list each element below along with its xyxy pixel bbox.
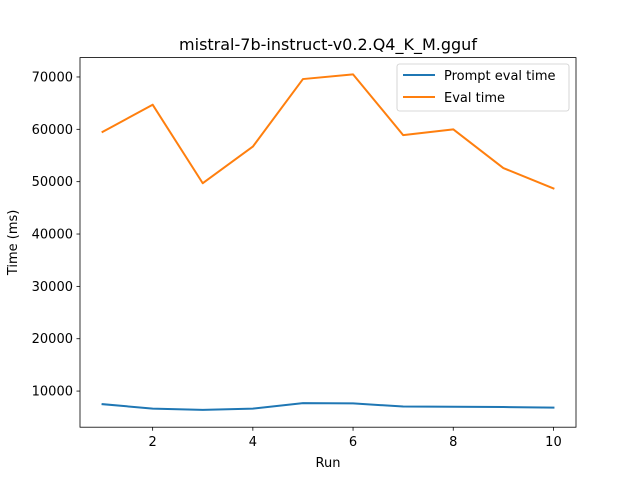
data-point-eval-time-2 [151,103,155,107]
data-point-prompt-eval-time-5 [301,401,305,405]
y-axis-label: Time (ms) [6,210,21,277]
y-axis: 10000 20000 30000 40000 50000 60000 70000 [32,70,80,400]
data-point-prompt-eval-time-1 [101,402,105,406]
data-point-eval-time-8 [451,127,455,131]
data-point-eval-time-7 [401,133,405,137]
y-tick-label: 40000 [32,228,73,243]
y-tick-label: 30000 [32,280,73,295]
series-line-prompt-eval-time [101,402,555,411]
data-point-prompt-eval-time-8 [451,405,455,409]
legend-label-prompt-eval-time: Prompt eval time [444,69,556,84]
data-point-prompt-eval-time-3 [201,408,205,412]
legend-box [396,63,570,112]
x-tick-label: 4 [249,435,257,450]
series-line-eval-time [101,73,555,190]
data-point-prompt-eval-time-2 [151,407,155,411]
data-point-prompt-eval-time-6 [351,401,355,405]
legend: Prompt eval time Eval time [396,63,570,112]
data-point-eval-time-4 [251,145,255,149]
data-point-eval-time-1 [101,130,105,134]
y-tick-label: 50000 [32,175,73,190]
series-layer [101,72,555,412]
data-point-prompt-eval-time-7 [401,405,405,409]
data-point-eval-time-3 [201,181,205,185]
data-point-prompt-eval-time-9 [501,405,505,409]
plot-frame [79,57,577,428]
x-tick-label: 8 [449,435,457,450]
data-point-prompt-eval-time-4 [251,407,255,411]
x-tick-label: 2 [149,435,157,450]
y-tick-label: 20000 [32,332,73,347]
x-tick-label: 10 [545,435,562,450]
data-point-eval-time-6 [351,72,355,76]
x-tick-label: 6 [349,435,357,450]
data-point-eval-time-5 [301,77,305,81]
y-tick-label: 60000 [32,123,73,138]
y-tick-label: 70000 [32,70,73,85]
legend-label-eval-time: Eval time [444,91,505,106]
data-point-prompt-eval-time-10 [551,406,555,410]
x-axis: 2 4 6 8 10 [149,427,562,450]
chart-title: mistral-7b-instruct-v0.2.Q4_K_M.gguf [179,35,477,55]
x-axis-label: Run [316,456,341,471]
data-point-eval-time-9 [501,166,505,170]
y-tick-label: 10000 [32,385,73,400]
data-point-eval-time-10 [551,186,555,190]
